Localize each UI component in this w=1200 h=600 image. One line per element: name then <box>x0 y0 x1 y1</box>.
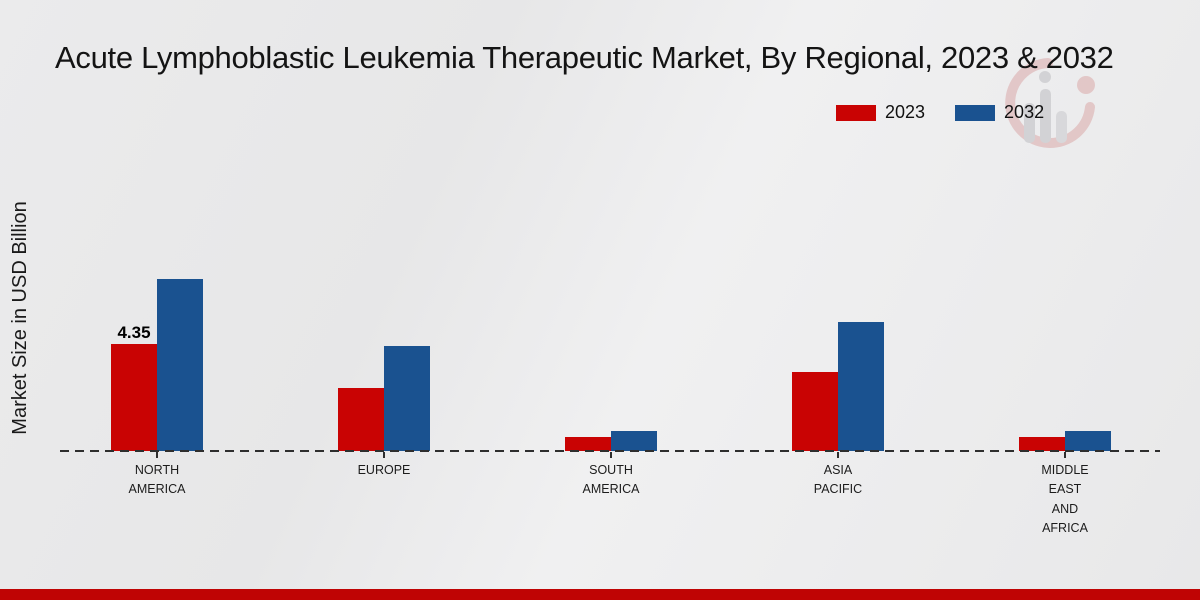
x-axis-tick-south-america <box>610 452 612 458</box>
bar-2023-europe <box>338 388 384 451</box>
watermark-logo-icon <box>1005 58 1095 148</box>
x-axis-tick-north-america <box>156 452 158 458</box>
x-axis-baseline <box>60 450 1160 452</box>
bar-2023-middle-east-and-africa <box>1019 437 1065 451</box>
legend-label-2023: 2023 <box>885 102 926 122</box>
category-label-south-america: SOUTH AMERICA <box>582 463 640 497</box>
bar-2023-south-america <box>565 437 611 451</box>
legend-item-2023: 2023 <box>836 102 925 123</box>
x-axis-tick-asia-pacific <box>837 452 839 458</box>
bar-value-label-2023-north-america: 4.35 <box>117 323 151 342</box>
legend-item-2032: 2032 <box>955 102 1044 123</box>
bar-2023-asia-pacific <box>792 372 838 451</box>
bottom-accent-band <box>0 589 1200 600</box>
category-label-north-america: NORTH AMERICA <box>128 463 186 497</box>
x-axis-tick-europe <box>383 452 385 458</box>
legend: 2023 2032 <box>836 102 1044 123</box>
bar-2032-north-america <box>157 279 203 451</box>
bar-2023-north-america <box>111 344 157 451</box>
legend-swatch-2023-icon <box>836 104 876 121</box>
bar-2032-middle-east-and-africa <box>1065 431 1111 451</box>
x-axis-tick-middle-east-and-africa <box>1064 452 1066 458</box>
bar-2032-south-america <box>611 431 657 451</box>
chart-title: Acute Lymphoblastic Leukemia Therapeutic… <box>55 40 1114 75</box>
legend-label-2032: 2032 <box>1004 102 1045 122</box>
category-label-middle-east-and-africa: MIDDLE EAST AND AFRICA <box>1041 463 1089 536</box>
category-label-europe: EUROPE <box>357 463 411 477</box>
bar-2032-europe <box>384 346 430 451</box>
category-label-asia-pacific: ASIA PACIFIC <box>813 463 863 497</box>
bar-2032-asia-pacific <box>838 322 884 451</box>
legend-swatch-2032-icon <box>955 104 996 121</box>
